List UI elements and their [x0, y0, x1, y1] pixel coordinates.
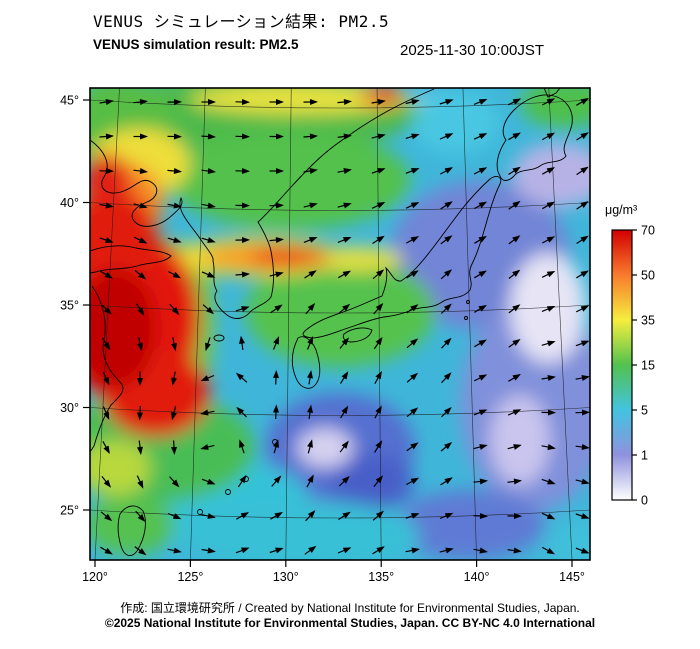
- colorbar-tick-label: 1: [641, 449, 648, 463]
- coastline-island: [464, 316, 468, 320]
- colorbar-gradient: [611, 229, 633, 501]
- lon-tick-label: 120°: [82, 570, 108, 584]
- map-frame: [89, 87, 591, 561]
- latitude-axis: 45° 40° 35° 30° 25°: [60, 94, 90, 518]
- colorbar-unit-label: μg/m³: [605, 203, 637, 217]
- lat-tick-label: 30°: [60, 401, 79, 415]
- coastline-island: [197, 509, 203, 515]
- footer-copyright: ©2025 National Institute for Environment…: [104, 616, 596, 630]
- coastline-island: [466, 300, 470, 304]
- coastline-island: [225, 489, 231, 495]
- lon-tick-label: 125°: [177, 570, 203, 584]
- lat-tick-label: 35°: [60, 299, 79, 313]
- coastline-china-east: [90, 285, 124, 453]
- lon-tick-label: 140°: [464, 570, 490, 584]
- page-title-japanese: VENUS シミュレーション結果: PM2.5: [93, 12, 390, 31]
- lon-tick-label: 130°: [273, 570, 299, 584]
- coastline-jeju: [213, 334, 225, 342]
- longitude-axis: 120° 125° 130° 135° 140° 145°: [82, 560, 585, 584]
- coastline-taiwan: [117, 505, 146, 557]
- footer-credit: 作成: 国立環境研究所 / Created by National Instit…: [120, 601, 580, 615]
- colorbar: μg/m³ 70 50 35 15 5 1 0: [605, 203, 655, 508]
- lon-tick-label: 135°: [368, 570, 394, 584]
- colorbar-tick-label: 70: [641, 224, 655, 238]
- coastline-shandong: [90, 245, 172, 274]
- coastline-honshu: [302, 176, 502, 339]
- colorbar-tick-label: 0: [641, 494, 648, 508]
- lon-tick-label: 145°: [559, 570, 585, 584]
- lat-tick-label: 40°: [60, 196, 79, 210]
- colorbar-tick-label: 5: [641, 404, 648, 418]
- colorbar-tick-label: 50: [641, 269, 655, 283]
- heatmap-blobs: [90, 88, 590, 560]
- lat-tick-label: 45°: [60, 94, 79, 108]
- colorbar-tick-label: 35: [641, 314, 655, 328]
- wind-arrows: [99, 97, 590, 556]
- coastline-sakhalin: [543, 88, 561, 98]
- page-title-english: VENUS simulation result: PM2.5: [93, 37, 299, 52]
- simulation-timestamp: 2025-11-30 10:00JST: [400, 42, 544, 59]
- colorbar-tick-label: 15: [641, 359, 655, 373]
- lat-tick-label: 25°: [60, 504, 79, 518]
- heatmap-layer: [90, 88, 590, 560]
- colorbar-ticks: 70 50 35 15 5 1 0: [632, 224, 655, 508]
